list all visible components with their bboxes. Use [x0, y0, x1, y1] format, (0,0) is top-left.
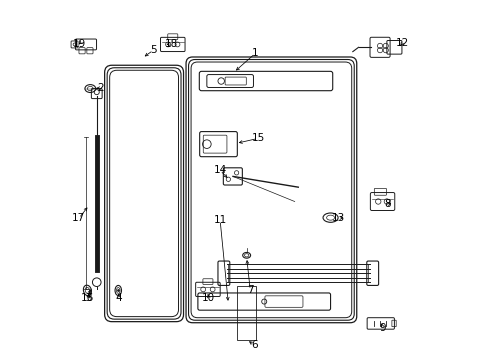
Text: 14: 14 [213, 165, 226, 175]
Text: 3: 3 [84, 293, 91, 303]
Text: 2: 2 [98, 83, 104, 93]
Text: 8: 8 [384, 199, 390, 210]
Text: 17: 17 [72, 213, 85, 223]
Text: 12: 12 [395, 38, 408, 48]
Text: 13: 13 [331, 213, 345, 223]
Text: 11: 11 [213, 215, 226, 225]
Text: 1: 1 [251, 48, 258, 58]
FancyBboxPatch shape [91, 89, 102, 99]
Text: 9: 9 [379, 323, 386, 333]
Text: 6: 6 [250, 340, 257, 350]
Text: 7: 7 [246, 285, 253, 295]
Text: 19: 19 [73, 39, 86, 49]
Text: 4: 4 [116, 293, 122, 303]
Text: 15: 15 [251, 134, 264, 143]
Text: 5: 5 [150, 45, 157, 55]
Text: 10: 10 [202, 293, 215, 303]
Text: 16: 16 [81, 293, 94, 303]
Bar [237, 286, 255, 339]
Text: 18: 18 [164, 39, 178, 49]
